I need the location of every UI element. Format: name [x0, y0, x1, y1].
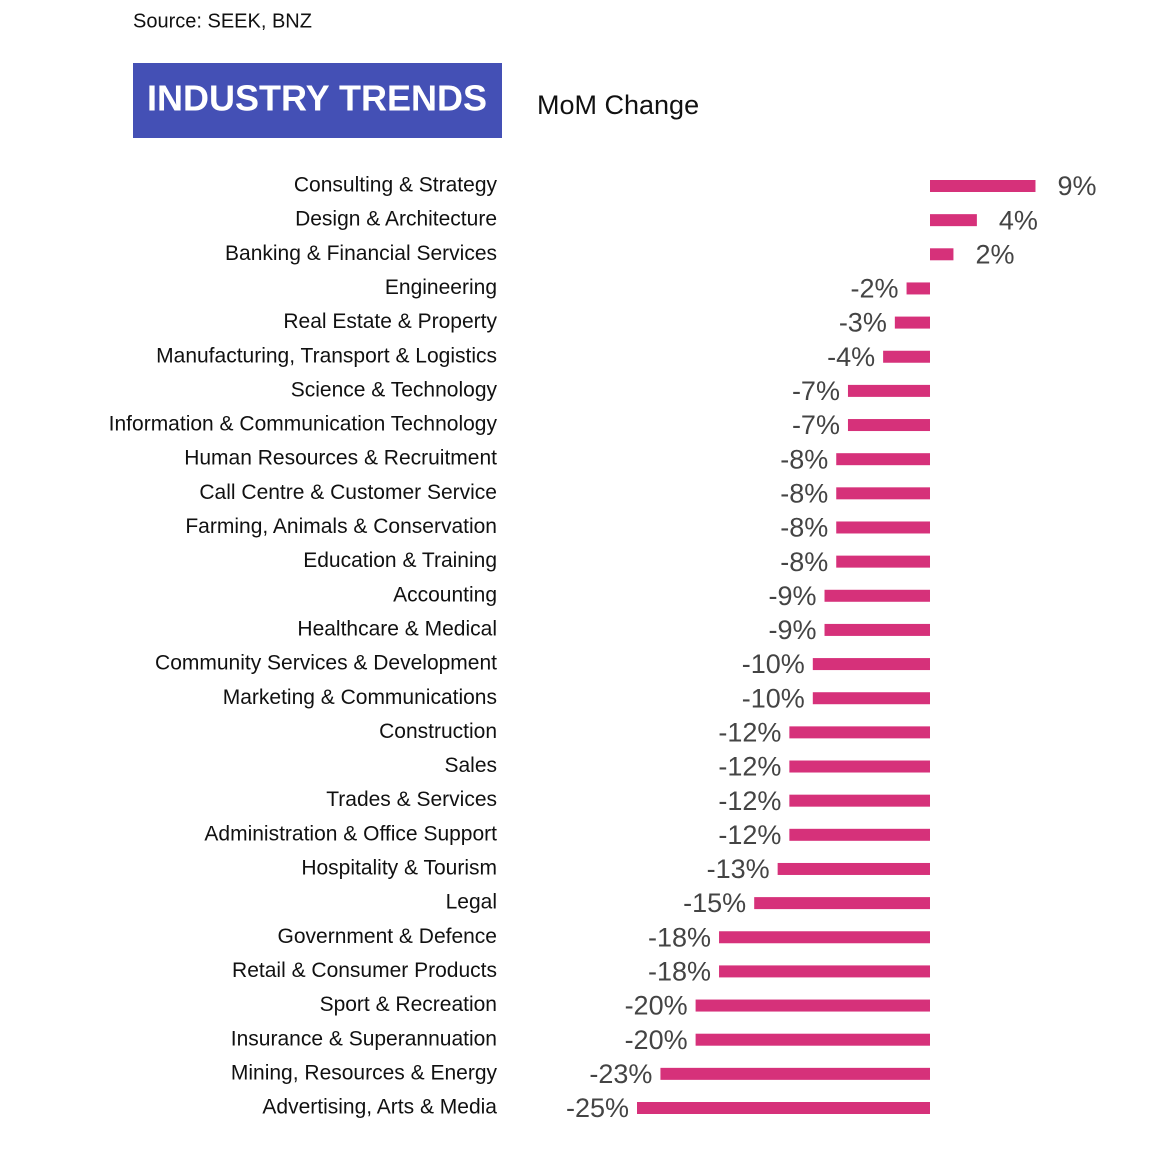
bar — [812, 658, 930, 671]
value-label: -12% — [718, 752, 781, 782]
value-label: -2% — [851, 274, 899, 304]
bar — [836, 555, 930, 568]
category-label: Science & Technology — [291, 378, 498, 401]
value-label: 9% — [1057, 171, 1096, 201]
bar — [906, 282, 930, 295]
value-label: -3% — [839, 308, 887, 338]
category-label: Sales — [444, 754, 497, 777]
value-label: -18% — [648, 922, 711, 952]
subtitle: MoM Change — [537, 90, 699, 120]
category-label: Design & Architecture — [295, 208, 497, 231]
bar — [836, 487, 930, 500]
source: Source: SEEK, BNZ — [133, 10, 312, 32]
category-label: Healthcare & Medical — [297, 617, 497, 640]
bar — [883, 350, 930, 363]
value-label: -8% — [780, 513, 828, 543]
value-label: -15% — [683, 888, 746, 918]
bar — [789, 794, 930, 807]
value-label: -10% — [742, 649, 805, 679]
bar — [836, 521, 930, 534]
value-label: -25% — [566, 1093, 629, 1123]
bar — [719, 965, 930, 978]
bar — [812, 692, 930, 705]
title-box — [133, 63, 502, 138]
value-label: 2% — [975, 239, 1014, 269]
bar — [695, 1033, 930, 1046]
value-label: -9% — [769, 615, 817, 645]
category-label: Mining, Resources & Energy — [231, 1061, 498, 1084]
value-label: -12% — [718, 820, 781, 850]
category-label: Sport & Recreation — [320, 993, 497, 1016]
value-label: -12% — [718, 786, 781, 816]
value-label: -20% — [625, 991, 688, 1021]
category-label: Human Resources & Recruitment — [184, 447, 497, 470]
value-label: -8% — [780, 444, 828, 474]
bar — [847, 384, 930, 397]
category-label: Consulting & Strategy — [294, 174, 498, 197]
category-label: Retail & Consumer Products — [232, 959, 497, 982]
category-label: Real Estate & Property — [283, 310, 497, 333]
value-label: -9% — [769, 581, 817, 611]
category-label: Accounting — [393, 583, 497, 606]
category-label: Farming, Animals & Conservation — [185, 515, 497, 538]
category-label: Call Centre & Customer Service — [199, 481, 497, 504]
value-label: -7% — [792, 376, 840, 406]
bar — [789, 726, 930, 739]
value-label: -13% — [707, 854, 770, 884]
category-label: Administration & Office Support — [204, 822, 497, 845]
bar — [637, 1102, 930, 1114]
bar — [824, 589, 930, 602]
bar — [824, 623, 930, 636]
bar — [930, 214, 977, 227]
category-label: Trades & Services — [326, 788, 497, 811]
category-label: Legal — [446, 891, 497, 914]
category-label: Insurance & Superannuation — [231, 1027, 497, 1050]
category-label: Community Services & Development — [155, 652, 497, 675]
bar — [789, 828, 930, 841]
value-label: -8% — [780, 478, 828, 508]
bar — [930, 180, 1036, 192]
value-label: -20% — [625, 1025, 688, 1055]
value-label: -23% — [589, 1059, 652, 1089]
category-label: Construction — [379, 720, 497, 743]
value-label: -4% — [827, 342, 875, 372]
bar — [754, 897, 930, 910]
category-label: Marketing & Communications — [223, 686, 497, 709]
category-label: Banking & Financial Services — [225, 242, 497, 265]
bar — [894, 316, 930, 329]
bar — [719, 931, 930, 944]
bar — [930, 248, 954, 261]
category-label: Government & Defence — [278, 925, 497, 948]
bar — [695, 999, 930, 1012]
value-label: -7% — [792, 410, 840, 440]
category-label: Education & Training — [303, 549, 497, 572]
value-label: -8% — [780, 547, 828, 577]
category-label: Engineering — [385, 276, 497, 299]
category-label: Hospitality & Tourism — [301, 857, 497, 880]
category-label: Manufacturing, Transport & Logistics — [156, 344, 497, 367]
value-label: -12% — [718, 717, 781, 747]
bar — [777, 862, 930, 875]
value-label: -18% — [648, 957, 711, 987]
bar — [660, 1067, 930, 1080]
bar — [789, 760, 930, 773]
category-label: Information & Communication Technology — [109, 413, 498, 436]
category-label: Advertising, Arts & Media — [262, 1096, 497, 1119]
bar — [836, 453, 930, 466]
value-label: -10% — [742, 683, 805, 713]
value-label: 4% — [999, 205, 1038, 235]
bar — [847, 419, 930, 432]
chart-title: INDUSTRY TRENDS — [147, 78, 487, 119]
